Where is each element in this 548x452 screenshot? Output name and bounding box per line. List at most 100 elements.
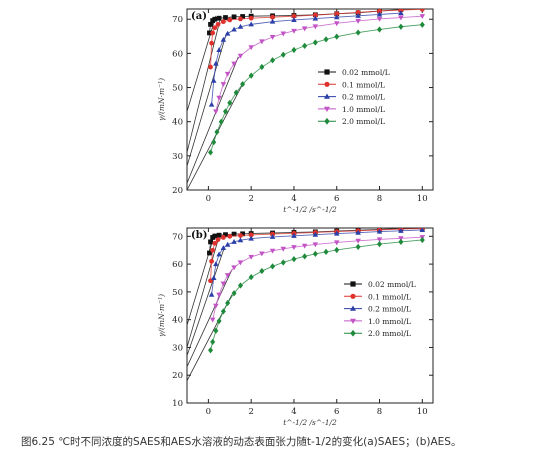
data-point — [224, 273, 231, 279]
data-point — [213, 261, 219, 267]
data-point — [224, 241, 231, 247]
plot-frame — [186, 8, 434, 191]
data-point — [312, 231, 319, 237]
legend-label: 0.2 mmol/L — [368, 305, 411, 314]
panel-label: (a) — [191, 11, 207, 22]
legend-label: 2.0 mmol/L — [368, 329, 411, 338]
data-point — [377, 9, 382, 14]
x-tick-label: 8 — [377, 407, 382, 417]
plot-area — [187, 9, 426, 190]
data-point — [419, 21, 425, 28]
x-tick-label: 0 — [206, 194, 211, 204]
y-axis-label: γ/(mN·m⁻¹) — [157, 294, 166, 337]
data-point — [231, 61, 237, 67]
data-point — [269, 34, 276, 40]
data-point — [248, 72, 254, 79]
data-point — [212, 240, 218, 246]
data-point — [240, 81, 246, 88]
data-point — [280, 246, 287, 252]
legend-label: 0.02 mmol/L — [368, 280, 416, 289]
legend-marker — [350, 281, 356, 287]
y-tick-label: 50 — [172, 288, 183, 298]
data-point — [208, 291, 215, 297]
data-point — [355, 229, 361, 235]
y-tick-label: 10 — [172, 399, 183, 409]
legend-label: 2.0 mmol/L — [342, 117, 385, 126]
data-point — [220, 281, 227, 287]
data-point — [291, 232, 297, 238]
data-point — [398, 10, 404, 16]
data-point — [231, 14, 237, 20]
data-point — [237, 53, 244, 59]
fit-line — [187, 269, 233, 368]
data-point — [312, 250, 318, 257]
data-point — [237, 260, 244, 266]
data-point — [312, 15, 319, 21]
data-point — [291, 46, 297, 54]
y-tick-label: 30 — [172, 343, 183, 353]
data-point — [216, 232, 222, 238]
data-point — [238, 16, 243, 22]
data-point — [312, 242, 319, 248]
x-tick-label: 8 — [377, 194, 382, 204]
data-point — [377, 240, 383, 248]
data-point — [238, 233, 243, 238]
y-axis-label: γ/(mN·m⁻¹) — [157, 78, 166, 121]
fit-line — [187, 19, 221, 153]
data-point — [207, 30, 212, 36]
data-point — [355, 10, 361, 15]
data-point — [210, 338, 216, 346]
x-tick-label: 4 — [291, 194, 296, 204]
data-point — [237, 237, 244, 243]
legend-marker — [350, 329, 356, 337]
data-point — [248, 274, 254, 281]
y-tick-label: 70 — [172, 15, 183, 25]
data-point — [280, 259, 286, 266]
data-point — [291, 13, 297, 19]
data-point — [222, 108, 229, 115]
data-point — [209, 40, 215, 46]
data-point — [419, 9, 425, 12]
data-point — [237, 282, 243, 289]
data-point — [214, 128, 220, 136]
legend-label: 1.0 mmol/L — [368, 317, 411, 326]
data-point — [213, 327, 219, 334]
data-point — [248, 254, 254, 260]
data-point — [323, 36, 329, 43]
data-point — [208, 21, 213, 27]
data-point — [301, 26, 308, 32]
y-tick-label: 50 — [172, 84, 183, 94]
data-point — [291, 28, 297, 34]
legend-marker — [350, 293, 356, 299]
data-point — [231, 239, 237, 244]
legend-marker — [324, 69, 330, 75]
data-point — [216, 251, 222, 257]
data-point — [215, 237, 221, 243]
data-point — [376, 237, 383, 243]
data-point — [333, 240, 340, 246]
legend-label: 0.1 mmol/L — [342, 80, 385, 89]
data-point — [301, 243, 308, 249]
legend-marker — [324, 106, 330, 113]
x-tick-label: 0 — [206, 407, 211, 417]
data-point — [312, 12, 318, 18]
data-point — [398, 15, 404, 21]
data-point — [259, 251, 265, 257]
data-point — [419, 228, 426, 232]
data-point — [231, 26, 237, 32]
data-point — [233, 89, 239, 96]
legend-marker — [350, 305, 356, 311]
data-point — [334, 11, 340, 17]
x-tick-label: 6 — [334, 194, 339, 204]
series-line — [211, 12, 401, 105]
x-tick-label: 2 — [248, 407, 253, 417]
data-point — [220, 235, 226, 240]
data-point — [355, 12, 361, 18]
y-tick-label: 20 — [172, 186, 183, 196]
data-point — [220, 308, 226, 315]
data-point — [220, 36, 227, 42]
data-point — [398, 23, 404, 30]
x-tick-label: 2 — [248, 194, 253, 204]
data-point — [240, 14, 246, 19]
legend-marker — [324, 117, 330, 125]
